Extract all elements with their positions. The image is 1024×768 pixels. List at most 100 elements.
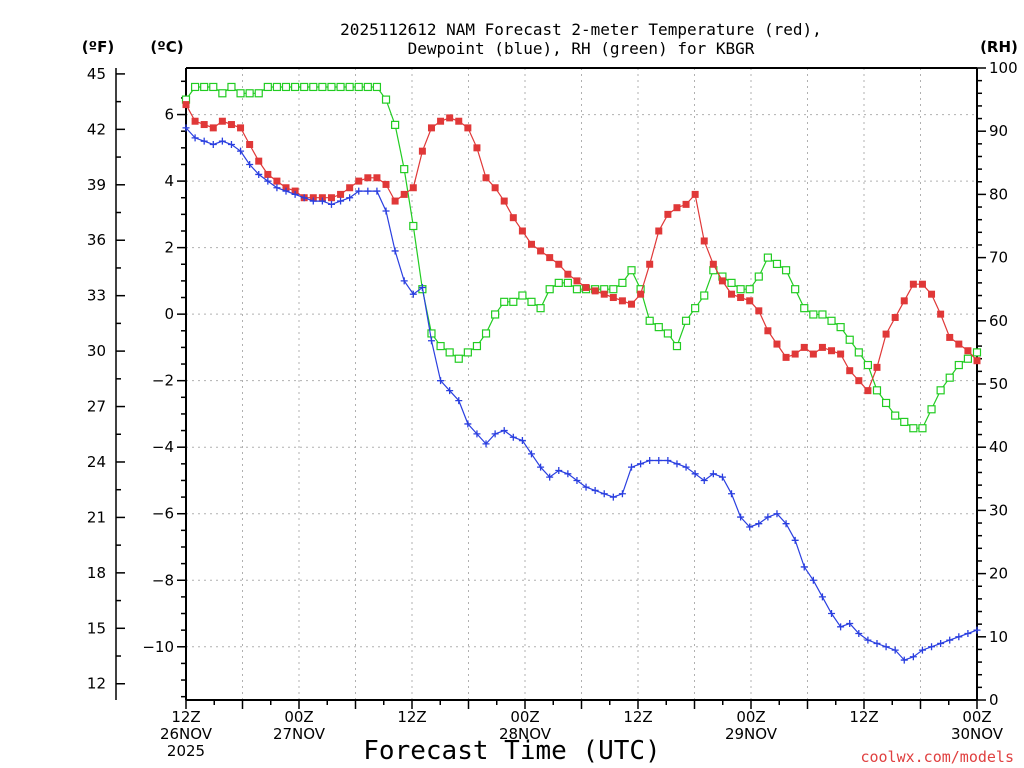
temperature-point bbox=[264, 170, 272, 178]
temperature-point bbox=[464, 124, 472, 132]
dewpoint-point bbox=[491, 430, 499, 438]
temperature-point bbox=[418, 147, 426, 155]
dewpoint-point bbox=[800, 563, 808, 571]
temperature-point bbox=[673, 204, 681, 212]
rh-point bbox=[545, 285, 554, 294]
temperature-point bbox=[400, 190, 408, 198]
rh-point bbox=[781, 266, 791, 275]
rh-point bbox=[909, 424, 918, 433]
temperature-point bbox=[791, 350, 799, 358]
rh-point bbox=[345, 82, 354, 92]
dewpoint-point bbox=[964, 629, 972, 637]
rh-point bbox=[618, 278, 627, 287]
dewpoint-point bbox=[218, 137, 226, 145]
temperature-point bbox=[609, 294, 617, 302]
dewpoint-point bbox=[937, 639, 945, 647]
rh-point bbox=[381, 95, 391, 104]
temperature-point bbox=[755, 307, 763, 315]
rh-point bbox=[209, 82, 218, 92]
temperature-point bbox=[382, 180, 390, 188]
x-tick-label-line: 00Z bbox=[510, 708, 539, 726]
y-axis-celsius: 6 4 2 0 −2 −4 −6 −8 −10 bbox=[142, 80, 186, 698]
rh-tick-label: 20 bbox=[989, 565, 1008, 583]
celsius-unit-label: (ºC) bbox=[150, 38, 183, 56]
dewpoint-point bbox=[418, 284, 426, 292]
temperature-point bbox=[491, 184, 499, 192]
rh-point bbox=[791, 285, 800, 294]
temperature-point bbox=[582, 284, 590, 292]
rh-point bbox=[963, 354, 973, 363]
dewpoint-point bbox=[291, 190, 299, 198]
rh-point bbox=[827, 316, 836, 325]
temperature-point bbox=[391, 197, 399, 205]
rh-point bbox=[536, 304, 545, 313]
dewpoint-point bbox=[427, 337, 435, 345]
dewpoint-point bbox=[564, 470, 572, 478]
rh-tick-label: 80 bbox=[989, 185, 1008, 203]
temperature-point bbox=[682, 200, 690, 208]
temperature-point bbox=[709, 260, 717, 268]
temperature-point bbox=[618, 297, 626, 305]
temperature-point bbox=[937, 310, 945, 318]
dewpoint-point bbox=[828, 610, 836, 618]
dewpoint-point bbox=[446, 387, 454, 395]
rh-tick-label: 90 bbox=[989, 122, 1008, 140]
rh-point bbox=[945, 373, 954, 382]
rh-point bbox=[691, 304, 700, 313]
x-tick-label-line: 28NOV bbox=[499, 725, 552, 743]
rh-point bbox=[281, 82, 291, 92]
dewpoint-point bbox=[618, 490, 626, 498]
fahrenheit-tick-label: 36 bbox=[87, 231, 106, 249]
temperature-point bbox=[191, 117, 199, 125]
dewpoint-point bbox=[191, 134, 199, 142]
credit-text: coolwx.com/models bbox=[860, 748, 1014, 766]
temperature-point bbox=[237, 124, 245, 132]
temperature-point bbox=[837, 350, 845, 358]
dewpoint-point bbox=[264, 177, 272, 185]
temperature-point bbox=[337, 190, 345, 198]
temperature-point bbox=[691, 190, 699, 198]
x-tick-label-line: 29NOV bbox=[725, 725, 778, 743]
temperature-point bbox=[846, 367, 854, 375]
rh-tick-label: 30 bbox=[989, 501, 1008, 519]
temperature-point bbox=[928, 290, 936, 298]
rh-point bbox=[872, 386, 882, 395]
temperature-point bbox=[373, 174, 381, 182]
rh-tick-label: 60 bbox=[989, 312, 1008, 330]
temperature-point bbox=[546, 254, 554, 262]
dewpoint-point bbox=[837, 623, 845, 631]
rh-point bbox=[672, 341, 682, 351]
dewpoint-point bbox=[891, 646, 899, 654]
temperature-point bbox=[855, 377, 863, 385]
temperature-point bbox=[728, 290, 736, 298]
temperature-point bbox=[637, 290, 645, 298]
rh-point bbox=[972, 348, 982, 357]
rh-point bbox=[436, 341, 445, 351]
celsius-tick-label: −10 bbox=[142, 638, 174, 656]
rh-point bbox=[272, 82, 282, 92]
temperature-point bbox=[255, 157, 263, 165]
celsius-tick-label: −6 bbox=[152, 505, 174, 523]
dewpoint-point bbox=[709, 470, 717, 478]
x-tick-label-line: 12Z bbox=[849, 708, 878, 726]
temperature-point bbox=[882, 330, 890, 338]
x-tick-label-line: 27NOV bbox=[273, 725, 326, 743]
dewpoint-point bbox=[255, 170, 263, 178]
temperature-point bbox=[564, 270, 572, 278]
celsius-tick-label: −4 bbox=[152, 438, 174, 456]
temperature-point bbox=[437, 117, 445, 125]
rh-point bbox=[218, 89, 227, 98]
temperature-point bbox=[482, 174, 490, 182]
rh-point bbox=[391, 120, 400, 129]
dewpoint-point bbox=[282, 187, 290, 195]
dewpoint-point bbox=[655, 457, 663, 465]
fahrenheit-tick-label: 12 bbox=[87, 675, 106, 693]
temperature-point bbox=[628, 300, 636, 308]
rh-point bbox=[318, 82, 327, 92]
dewpoint-point bbox=[227, 141, 235, 149]
temperature-point bbox=[809, 350, 817, 358]
fahrenheit-tick-label: 39 bbox=[87, 176, 106, 194]
celsius-tick-label: 6 bbox=[164, 106, 174, 124]
x-tick-label-line: 00Z bbox=[962, 708, 991, 726]
rh-point bbox=[245, 89, 254, 98]
